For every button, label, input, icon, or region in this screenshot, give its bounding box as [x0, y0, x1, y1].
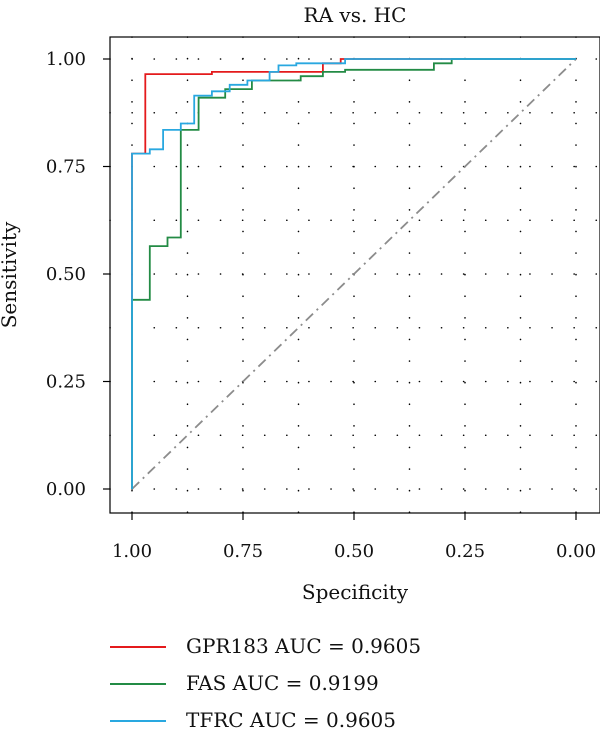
- y-tick-label: 0.50: [46, 264, 86, 285]
- x-axis: 1.00 0.75 0.50 0.25 0.00: [112, 513, 596, 562]
- y-tick-label: 0.00: [46, 479, 86, 500]
- x-axis-title: Specificity: [302, 580, 409, 604]
- y-tick-label: 0.25: [46, 372, 86, 393]
- roc-curve-3: [131, 58, 576, 489]
- legend-label: TFRC AUC = 0.9605: [186, 708, 396, 732]
- legend: GPR183 AUC = 0.9605 FAS AUC = 0.9199 TFRC …: [110, 634, 421, 732]
- roc-curve-2: [131, 58, 576, 489]
- plot-frame: [109, 36, 600, 514]
- y-tick-label: 0.75: [46, 157, 86, 178]
- y-axis: 0.00 0.25 0.50 0.75 1.00: [46, 49, 110, 500]
- legend-label: GPR183 AUC = 0.9605: [186, 634, 421, 658]
- y-tick-label: 1.00: [46, 49, 86, 70]
- x-tick-label: 0.50: [334, 541, 374, 562]
- series-layer: [131, 58, 576, 489]
- x-tick-label: 0.25: [445, 541, 485, 562]
- reference-diagonal: [131, 58, 577, 490]
- x-tick-label: 1.00: [112, 541, 152, 562]
- legend-label: FAS AUC = 0.9199: [186, 671, 379, 695]
- x-tick-label: 0.00: [556, 541, 596, 562]
- grid-layer: [109, 36, 600, 514]
- y-axis-title: Sensitivity: [0, 221, 21, 328]
- chart-title: RA vs. HC: [304, 3, 407, 27]
- x-tick-label: 0.75: [223, 541, 263, 562]
